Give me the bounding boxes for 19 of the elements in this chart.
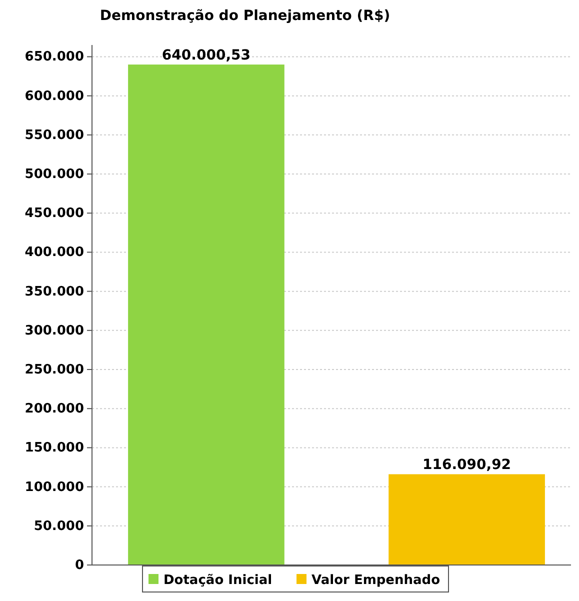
y-tick-label: 50.000 (34, 518, 84, 534)
legend-label: Dotação Inicial (164, 573, 272, 588)
data-label: 116.090,92 (422, 457, 512, 474)
y-tick-label: 400.000 (24, 245, 84, 260)
y-tick-label: 650.000 (24, 50, 84, 65)
legend-label: Valor Empenhado (312, 573, 440, 588)
y-tick-label: 150.000 (24, 440, 84, 456)
y-tick-label: 450.000 (24, 206, 84, 222)
y-tick-label: 200.000 (24, 402, 84, 417)
y-tick-label: 0 (74, 558, 84, 573)
y-tick-label: 250.000 (24, 362, 84, 378)
y-tick-label: 500.000 (24, 167, 84, 182)
y-tick-label: 350.000 (24, 284, 84, 300)
chart-title: Demonstração do Planejamento (R$) (100, 8, 390, 24)
y-tick-label: 100.000 (24, 480, 84, 495)
y-tick-label: 300.000 (24, 323, 84, 338)
y-tick-label: 550.000 (24, 128, 84, 143)
y-tick-label: 600.000 (24, 88, 84, 104)
data-label: 640.000,53 (162, 48, 251, 64)
